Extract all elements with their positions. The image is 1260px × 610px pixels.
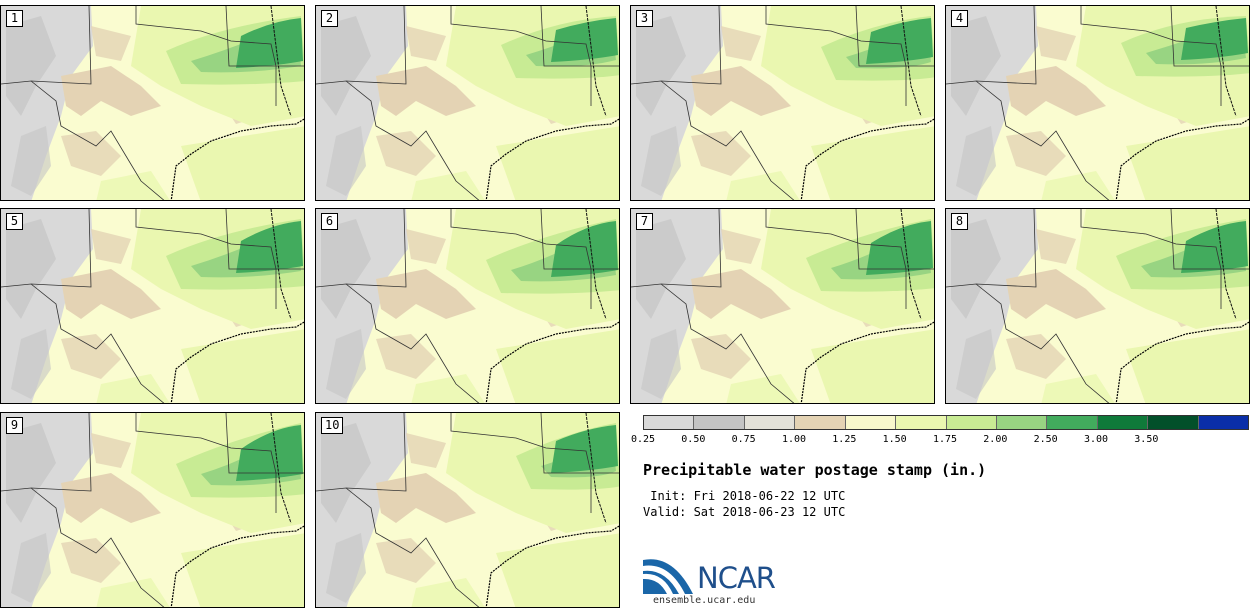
colorbar-tick-label: 0.75 (731, 434, 756, 445)
stamp-label: 5 (6, 213, 23, 230)
colorbar-segment (795, 416, 846, 429)
colorbar-segment (694, 416, 745, 429)
stamp-label: 10 (321, 417, 344, 434)
stamp-panel-5: 5 (0, 208, 305, 404)
colorbar-segment (946, 416, 997, 429)
stamp-panel-1: 1 (0, 5, 305, 201)
stamp-panel-10: 10 (315, 412, 620, 608)
stamp-label: 7 (636, 213, 653, 230)
stamp-label: 1 (6, 10, 23, 27)
precip-water-map (946, 209, 1249, 403)
colorbar-tick-label: 3.50 (1134, 434, 1159, 445)
colorbar (643, 415, 1249, 430)
colorbar-segment (744, 416, 796, 429)
stamp-panel-3: 3 (630, 5, 935, 201)
colorbar-tick-label: 0.25 (630, 434, 656, 445)
precip-water-map (1, 6, 304, 200)
colorbar-tick-label: 2.50 (1033, 434, 1058, 445)
precip-water-map (1, 413, 304, 607)
stamp-panel-6: 6 (315, 208, 620, 404)
colorbar-tick-label: 0.50 (681, 434, 706, 445)
stamp-panel-4: 4 (945, 5, 1250, 201)
colorbar-segment (896, 416, 947, 429)
stamp-panel-8: 8 (945, 208, 1250, 404)
colorbar-tick-label: 1.00 (781, 434, 807, 445)
stamp-label: 4 (951, 10, 968, 27)
stamp-label: 8 (951, 213, 968, 230)
stamp-panel-2: 2 (315, 5, 620, 201)
valid-time: Valid: Sat 2018-06-23 12 UTC (643, 505, 846, 519)
colorbar-tick-label: 1.25 (832, 434, 857, 445)
stamp-label: 9 (6, 417, 23, 434)
colorbar-segment (644, 416, 695, 429)
colorbar-segment (996, 416, 1048, 429)
colorbar-segment (1047, 416, 1098, 429)
ensemble-url: ensemble.ucar.edu (653, 595, 756, 606)
colorbar-tick-label: 1.50 (882, 434, 907, 445)
init-time: Init: Fri 2018-06-22 12 UTC (643, 489, 846, 503)
colorbar-tick-label: 1.75 (932, 434, 958, 445)
precip-water-map (316, 209, 619, 403)
plot-title: Precipitable water postage stamp (in.) (643, 461, 987, 479)
stamp-panel-9: 9 (0, 412, 305, 608)
colorbar-tick-label: 3.00 (1083, 434, 1109, 445)
stamp-label: 3 (636, 10, 653, 27)
stamp-panel-7: 7 (630, 208, 935, 404)
stamp-label: 6 (321, 213, 338, 230)
colorbar-segment (845, 416, 897, 429)
precip-water-map (631, 209, 934, 403)
precip-water-map (316, 413, 619, 607)
ncar-wordmark: NCAR (697, 561, 776, 595)
precip-water-map (946, 6, 1249, 200)
colorbar-tick-label: 2.00 (983, 434, 1008, 445)
colorbar-segment (1148, 416, 1199, 429)
ncar-logo (643, 559, 693, 594)
colorbar-segment (1198, 416, 1249, 429)
precip-water-map (631, 6, 934, 200)
stamp-label: 2 (321, 10, 338, 27)
precip-water-map (1, 209, 304, 403)
precip-water-map (316, 6, 619, 200)
colorbar-segment (1097, 416, 1149, 429)
